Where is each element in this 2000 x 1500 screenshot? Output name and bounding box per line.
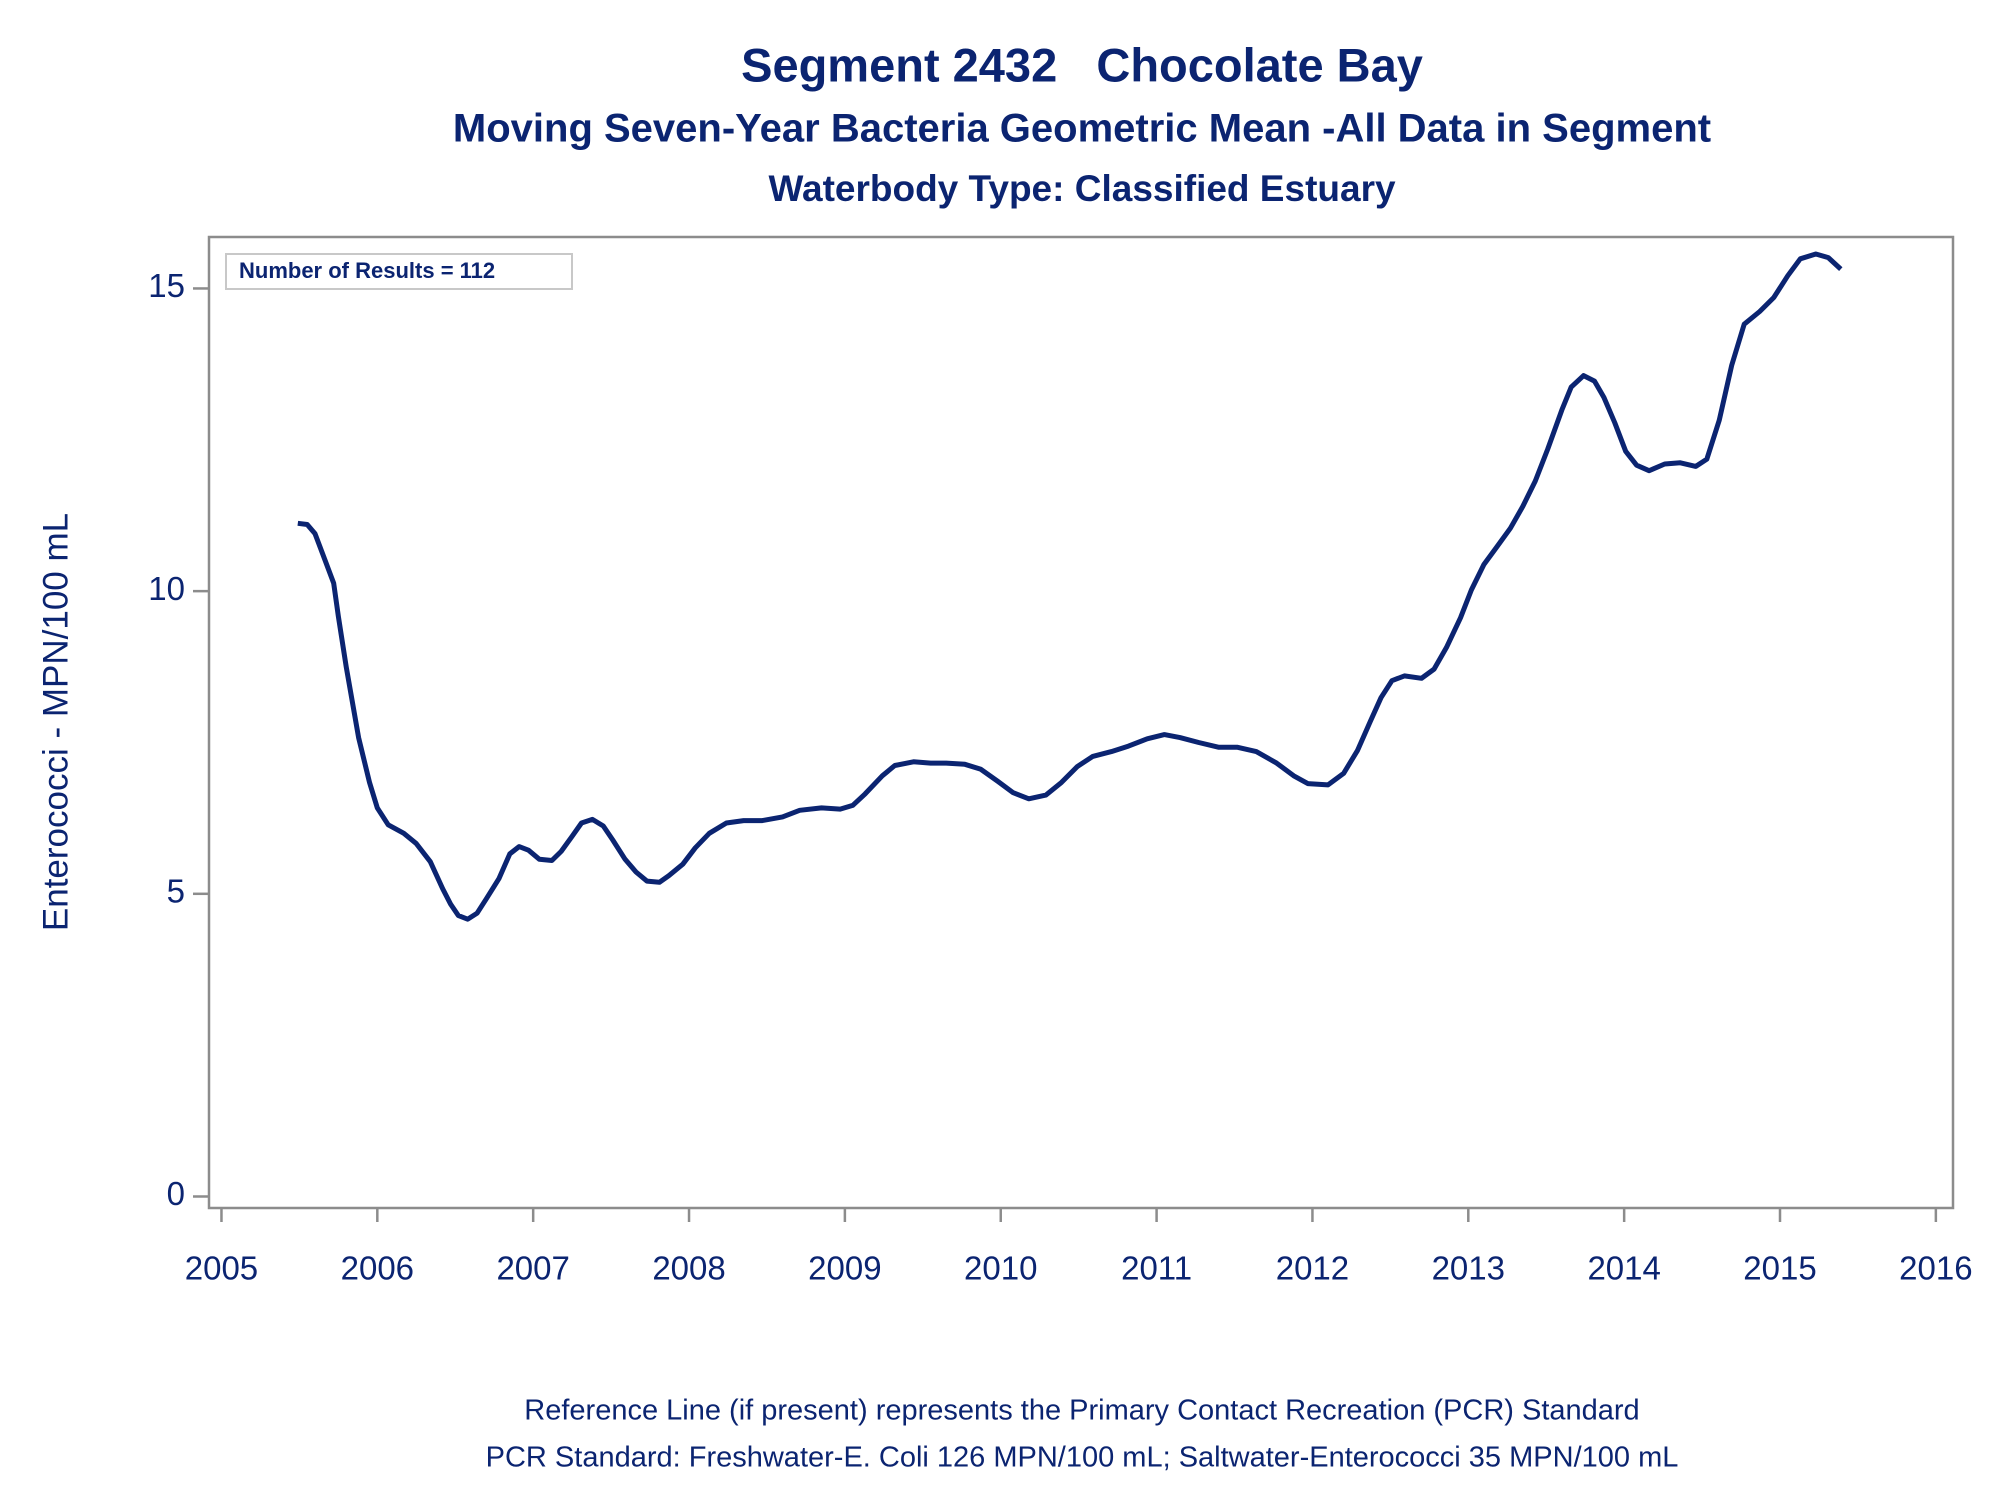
x-tick-label: 2012 <box>1276 1250 1349 1287</box>
annotation-box <box>225 253 573 290</box>
y-axis-label: Enterococci - MPN/100 mL <box>36 513 75 931</box>
footnote: Reference Line (if present) represents t… <box>524 1395 1639 1427</box>
x-tick-label: 2013 <box>1432 1250 1505 1287</box>
footnote: PCR Standard: Freshwater-E. Coli 126 MPN… <box>486 1442 1679 1474</box>
x-tick-label: 2011 <box>1121 1250 1192 1287</box>
chart-subtitle: Waterbody Type: Classified Estuary <box>768 168 1396 209</box>
plot-frame <box>207 235 1955 1210</box>
x-tick-label: 2015 <box>1743 1250 1816 1287</box>
annotation: Number of Results = 112 <box>239 258 495 283</box>
x-tick-label: 2014 <box>1587 1250 1660 1287</box>
y-tick-label: 5 <box>167 873 185 910</box>
y-tick-label: 0 <box>167 1175 185 1212</box>
x-tick-label: 2009 <box>808 1250 881 1287</box>
data-line <box>297 251 1843 922</box>
x-tick-label: 2010 <box>964 1250 1037 1287</box>
chart-title: Segment 2432 Chocolate Bay <box>741 38 1423 91</box>
x-tick-label: 2016 <box>1899 1250 1972 1287</box>
y-tick-label: 10 <box>148 570 185 607</box>
x-tick-label: 2008 <box>652 1250 725 1287</box>
y-tick-label: 15 <box>148 267 185 304</box>
x-tick-label: 2005 <box>185 1250 258 1287</box>
x-tick-label: 2007 <box>496 1250 569 1287</box>
chart-subtitle: Moving Seven-Year Bacteria Geometric Mea… <box>453 107 1711 151</box>
x-tick-label: 2006 <box>341 1250 414 1287</box>
